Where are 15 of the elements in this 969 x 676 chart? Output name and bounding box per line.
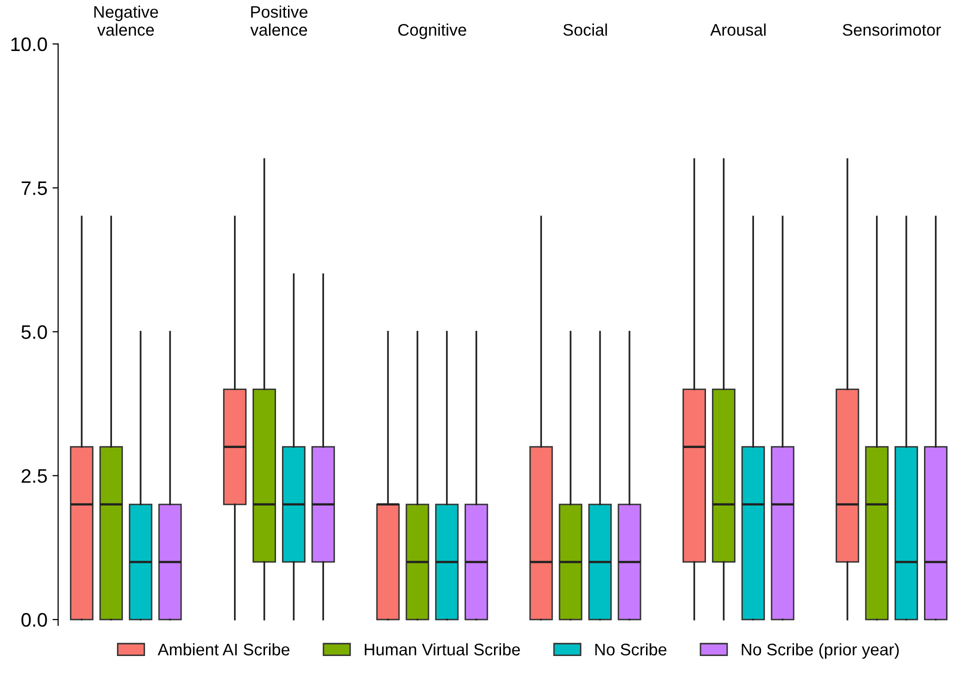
y-tick-label: 7.5 bbox=[22, 182, 47, 196]
legend-label: No Scribe bbox=[595, 643, 666, 656]
legend-label: Ambient AI Scribe bbox=[158, 643, 290, 656]
x-tick-label: Arousal bbox=[710, 24, 766, 36]
legend-label: No Scribe (prior year) bbox=[742, 643, 899, 659]
x-tick-label: Cognitive bbox=[398, 24, 466, 40]
y-tick-label: 0.0 bbox=[21, 613, 47, 627]
x-tick-label: Social bbox=[563, 24, 607, 36]
y-tick-label: 10.0 bbox=[11, 37, 47, 52]
y-tick-label: 5.0 bbox=[21, 325, 47, 339]
x-tick-label: Sensorimotor bbox=[842, 24, 941, 36]
legend-label: Human Virtual Scribe bbox=[364, 643, 520, 656]
x-tick-label: Negative valence bbox=[94, 6, 158, 36]
y-tick-label: 2.5 bbox=[22, 469, 47, 483]
x-tick-label: Positive valence bbox=[250, 6, 308, 36]
